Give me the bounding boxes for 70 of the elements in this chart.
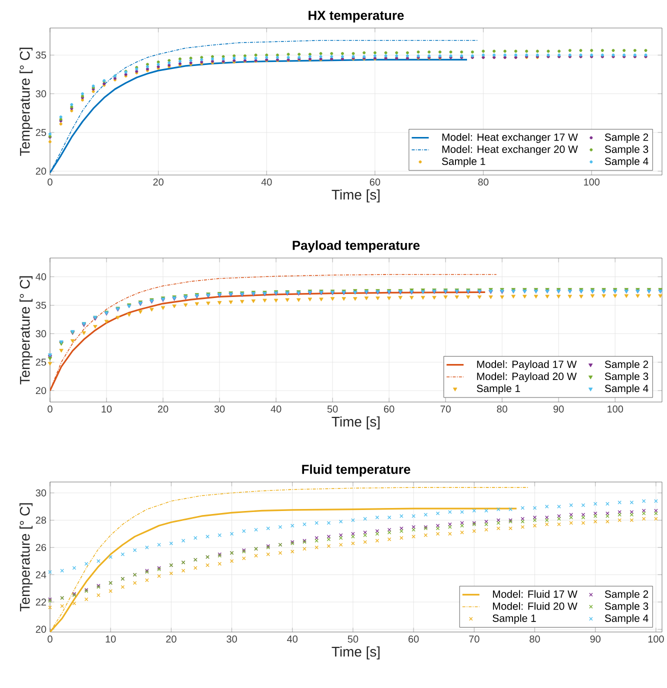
legend-label: Model: Fluid 17 W	[493, 590, 578, 598]
x-axis-title: Time [s]	[332, 416, 380, 430]
y-tick-label: 40	[36, 273, 46, 280]
x-tick-label: 20	[166, 636, 176, 643]
x-tick-label: 20	[158, 406, 168, 413]
x-tick-label: 0	[48, 636, 52, 643]
x-tick-label: 20	[153, 178, 164, 186]
y-tick-label: 22	[36, 598, 46, 606]
chart-title: HX temperature	[308, 10, 404, 23]
y-axis-title: Temperature [° C]	[20, 48, 33, 156]
x-tick-label: 60	[408, 636, 419, 643]
x-tick-label: 40	[261, 178, 272, 186]
x-tick-label: 90	[554, 406, 564, 413]
y-tick-label: 30	[36, 330, 46, 338]
x-tick-label: 30	[214, 406, 225, 413]
legend-label: Sample 4	[604, 614, 648, 624]
y-tick-label: 24	[36, 571, 46, 578]
legend-label: Model: Fluid 20 W	[493, 602, 578, 610]
y-axis-title: Temperature [° C]	[20, 503, 33, 612]
x-tick-label: 80	[496, 406, 508, 413]
legend-label: Sample 1	[492, 614, 536, 624]
x-tick-label: 0	[48, 178, 52, 186]
legend-label: Sample 1	[476, 384, 520, 394]
y-tick-label: 35	[36, 52, 46, 59]
legend-label: Sample 2	[604, 133, 648, 143]
y-tick-label: 35	[36, 302, 46, 309]
legend-label: Model: Heat exchanger 20 W	[442, 145, 578, 156]
x-tick-label: 100	[584, 178, 600, 186]
legend-label: Sample 2	[604, 360, 648, 370]
y-tick-label: 25	[36, 128, 46, 136]
y-tick-label: 25	[36, 358, 46, 366]
x-axis-title: Time [s]	[332, 189, 380, 202]
x-tick-label: 40	[270, 406, 282, 413]
x-tick-label: 80	[478, 178, 488, 186]
legend-label: Sample 4	[604, 157, 648, 168]
x-tick-label: 0	[48, 406, 52, 413]
legend-label: Sample 1	[442, 157, 486, 168]
y-axis-title: Temperature [° C]	[20, 276, 33, 384]
legend-label: Sample 4	[604, 384, 648, 394]
legend-label: Sample 3	[604, 145, 648, 156]
x-tick-label: 10	[106, 636, 116, 643]
legend-label: Sample 3	[604, 372, 648, 382]
legend-label: Sample 2	[604, 590, 648, 600]
chart-title: Payload temperature	[292, 240, 420, 253]
x-tick-label: 90	[590, 636, 601, 643]
y-tick-label: 30	[36, 489, 46, 496]
x-tick-label: 80	[530, 636, 540, 643]
x-tick-label: 50	[348, 636, 358, 643]
x-tick-label: 60	[370, 178, 380, 186]
x-tick-label: 70	[440, 406, 451, 413]
y-tick-label: 28	[36, 516, 46, 524]
y-tick-label: 20	[36, 168, 46, 175]
x-tick-label: 100	[648, 636, 664, 643]
x-tick-label: 50	[327, 406, 338, 413]
x-tick-label: 30	[226, 636, 237, 643]
y-tick-label: 20	[36, 387, 46, 394]
y-tick-label: 26	[36, 544, 46, 551]
y-tick-label: 30	[36, 90, 46, 98]
x-tick-label: 70	[469, 636, 480, 643]
x-tick-label: 60	[384, 406, 394, 413]
legend-label: Sample 3	[604, 602, 648, 612]
chart-title: Fluid temperature	[302, 464, 410, 477]
y-tick-label: 20	[36, 626, 46, 633]
x-tick-label: 100	[608, 406, 624, 413]
legend-label: Model: Payload 17 W	[477, 360, 577, 370]
legend-label: Model: Heat exchanger 17 W	[442, 133, 578, 143]
x-tick-label: 40	[287, 636, 298, 643]
x-tick-label: 10	[102, 406, 112, 413]
legend-label: Model: Payload 20 W	[477, 372, 577, 382]
x-axis-title: Time [s]	[332, 646, 380, 660]
